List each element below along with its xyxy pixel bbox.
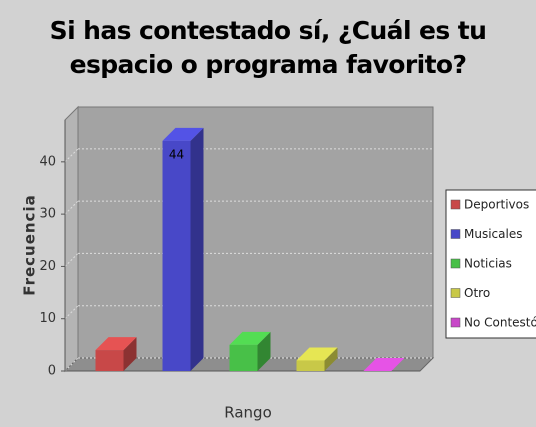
- bar-top: [162, 127, 204, 141]
- legend-swatch: [450, 229, 461, 239]
- legend-label: Otro: [464, 286, 490, 300]
- bar-front: [95, 350, 124, 371]
- grid-line: [64, 357, 79, 372]
- bar-top: [296, 347, 338, 361]
- bar-front: [229, 344, 258, 371]
- back-wall: [77, 106, 434, 359]
- legend-swatch: [450, 317, 461, 328]
- bar-top: [229, 331, 271, 345]
- y-tick-label: 20: [39, 259, 56, 274]
- bar: [162, 127, 204, 372]
- left-wall: [64, 105, 79, 373]
- bar-side: [123, 337, 137, 371]
- legend-swatch: [450, 258, 461, 269]
- grid-line: [64, 148, 79, 163]
- bar: [296, 347, 338, 371]
- legend-label: Musicales: [464, 227, 522, 241]
- bar-side: [257, 331, 271, 371]
- y-axis-label: Frecuencia: [21, 194, 39, 295]
- bar-side: [190, 127, 204, 372]
- data-label: 44: [169, 147, 184, 161]
- grid-line: [64, 200, 79, 215]
- y-tick-label: 0: [48, 364, 56, 379]
- bar: [363, 358, 405, 371]
- bar-front: [296, 360, 325, 371]
- y-tick-label: 10: [39, 311, 56, 326]
- legend-label: Noticias: [464, 257, 512, 271]
- bar-top: [363, 358, 405, 371]
- legend-swatch: [450, 199, 461, 210]
- bar-top: [95, 337, 137, 351]
- grid-line: [64, 253, 79, 267]
- legend-swatch: [450, 288, 461, 298]
- legend-label: Deportivos: [464, 198, 529, 212]
- y-tick-label: 30: [39, 207, 56, 222]
- y-tick-label: 40: [39, 154, 56, 169]
- bar: [229, 331, 271, 371]
- chart-title: Si has contestado sí, ¿Cuál es tu espaci…: [49, 16, 487, 79]
- legend-label: No Contestó: [464, 316, 536, 330]
- grid-line: [64, 305, 79, 320]
- x-axis-label: Rango: [224, 404, 272, 422]
- bar: [95, 337, 137, 371]
- bar-side: [324, 347, 338, 371]
- bar-front: [162, 140, 191, 371]
- legend: [445, 189, 536, 339]
